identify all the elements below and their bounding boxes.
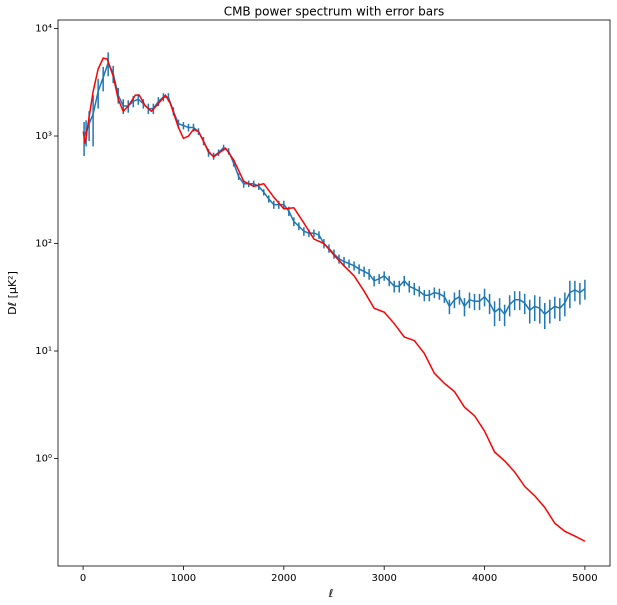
y-tick-label: 10⁴ (35, 24, 52, 35)
series-line (82, 57, 586, 542)
x-axis-label: ℓ (328, 587, 334, 600)
x-tick-label: 0 (80, 573, 86, 584)
chart-title: CMB power spectrum with error bars (224, 5, 445, 19)
plot-frame (57, 19, 611, 567)
x-tick-label: 3000 (371, 573, 396, 584)
y-tick-label: 10³ (35, 131, 52, 142)
x-tick-label: 5000 (572, 573, 597, 584)
y-tick-label: 10⁰ (35, 454, 52, 465)
x-tick-label: 1000 (171, 573, 196, 584)
y-tick-label: 10² (35, 239, 52, 250)
y-axis-label: Dℓ [μK²] (6, 271, 19, 315)
y-tick-label: 10¹ (35, 346, 52, 357)
x-tick-label: 2000 (271, 573, 296, 584)
series-line (83, 60, 586, 316)
x-tick-label: 4000 (472, 573, 497, 584)
